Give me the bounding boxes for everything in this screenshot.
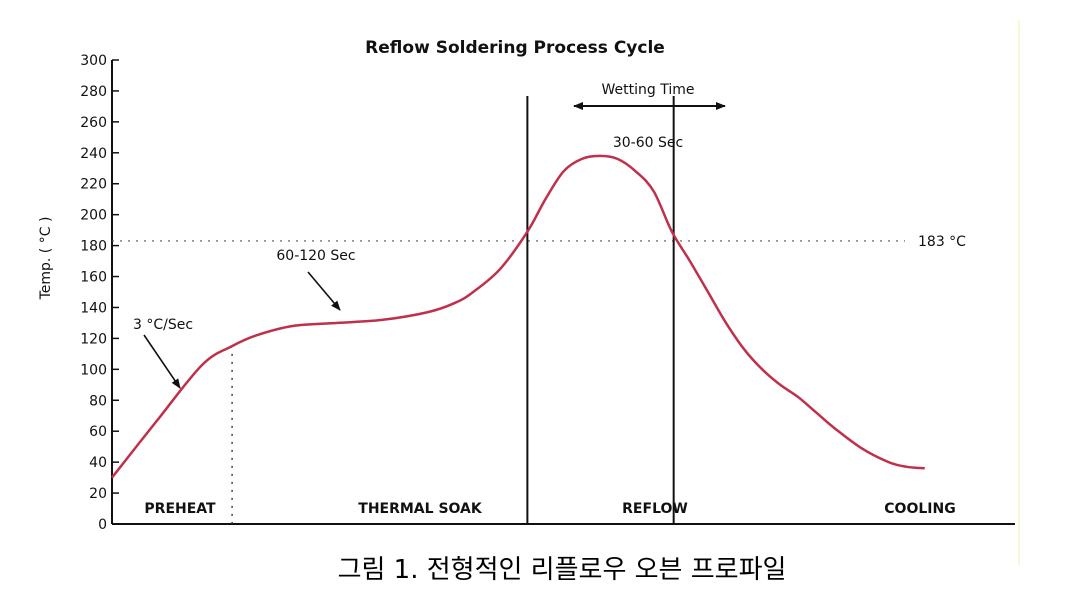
annotation-ramp-rate-arrow [143,334,181,389]
annotation-soak-time-arrow [307,271,341,311]
chart-title: Reflow Soldering Process Cycle [365,38,665,58]
phase-label-thermal-soak: THERMAL SOAK [358,501,483,517]
y-axis-ticks: 0 20 40 60 80 100 120 140 160 180 200 220 240 260 280 3… [80,53,119,533]
y-tick-label: 0 [98,517,107,533]
y-tick-label: 280 [80,84,107,100]
image-right-edge [1018,20,1020,565]
y-tick-label: 60 [89,424,107,440]
y-tick-label: 200 [80,208,107,224]
y-tick-label: 260 [80,115,107,131]
annotation-wetting-time: Wetting Time [602,82,695,98]
annotation-soak-time: 60-120 Sec [276,248,355,264]
y-tick-label: 240 [80,146,107,162]
y-tick-label: 220 [80,177,107,193]
y-tick-label: 140 [80,300,107,316]
temperature-profile-line [111,154,925,479]
y-tick-label: 20 [89,486,107,502]
figure-caption: 그림 1. 전형적인 리플로우 오븐 프로파일 [338,555,787,585]
y-tick-label: 160 [80,270,107,286]
annotation-ramp-rate: 3 °C/Sec [133,317,193,333]
y-axis-label: Temp. ( °C ) [38,217,54,301]
annotation-wetting-duration: 30-60 Sec [613,135,683,151]
y-tick-label: 120 [80,331,107,347]
y-tick-label: 80 [89,393,107,409]
phase-label-cooling: COOLING [884,501,955,517]
phase-label-preheat: PREHEAT [144,501,216,517]
reference-line-label: 183 °C [918,234,966,250]
y-tick-label: 180 [80,239,107,255]
phase-label-reflow: REFLOW [622,501,688,517]
y-tick-label: 300 [80,53,107,69]
y-tick-label: 40 [89,455,107,471]
y-tick-label: 100 [80,362,107,378]
